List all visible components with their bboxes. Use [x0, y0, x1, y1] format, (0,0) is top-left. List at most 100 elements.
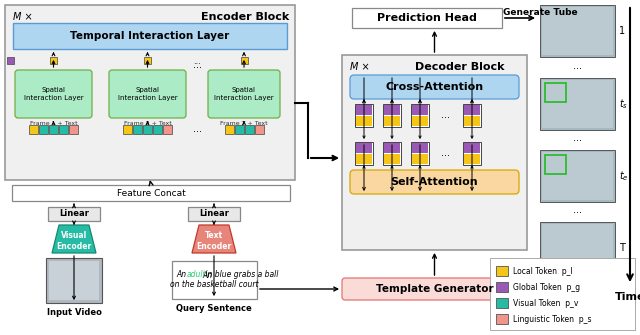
- Bar: [49, 261, 99, 300]
- Bar: [7, 57, 14, 64]
- Text: Prediction Head: Prediction Head: [377, 13, 477, 23]
- Polygon shape: [52, 225, 96, 253]
- FancyBboxPatch shape: [350, 170, 519, 194]
- Bar: [383, 142, 401, 165]
- Text: Visual
Encoder: Visual Encoder: [56, 231, 92, 251]
- Bar: [163, 125, 172, 134]
- Bar: [384, 154, 400, 164]
- Bar: [384, 105, 400, 115]
- Bar: [412, 116, 428, 126]
- Bar: [542, 224, 613, 272]
- Text: Time: Time: [615, 292, 640, 302]
- Text: Decoder Block: Decoder Block: [415, 62, 504, 72]
- Text: Cross-Attention: Cross-Attention: [385, 82, 484, 92]
- Bar: [496, 314, 508, 324]
- Text: Linear: Linear: [199, 209, 229, 218]
- Text: Visual Token  p_v: Visual Token p_v: [513, 298, 579, 308]
- Bar: [59, 125, 68, 134]
- Bar: [540, 5, 615, 57]
- Text: ...: ...: [573, 61, 582, 71]
- Bar: [356, 143, 372, 153]
- Bar: [29, 125, 38, 134]
- Bar: [463, 104, 481, 127]
- Bar: [69, 125, 78, 134]
- Bar: [143, 125, 152, 134]
- Text: ...: ...: [573, 133, 582, 143]
- Bar: [241, 57, 248, 64]
- Text: Feature Concat: Feature Concat: [116, 189, 186, 198]
- Bar: [244, 125, 253, 134]
- Bar: [39, 125, 48, 134]
- Bar: [412, 143, 428, 153]
- Text: Frame T + Text: Frame T + Text: [220, 121, 268, 126]
- Bar: [188, 207, 240, 221]
- Text: Frame 2 + Text: Frame 2 + Text: [124, 121, 172, 126]
- Bar: [542, 7, 613, 55]
- Text: Global Token  p_g: Global Token p_g: [513, 282, 580, 291]
- Bar: [464, 116, 480, 126]
- Text: ...: ...: [442, 110, 451, 120]
- FancyBboxPatch shape: [15, 70, 92, 118]
- Bar: [545, 155, 566, 174]
- Bar: [13, 23, 287, 49]
- Text: ...: ...: [442, 148, 451, 158]
- Text: ...: ...: [193, 60, 202, 70]
- Bar: [412, 105, 428, 115]
- FancyBboxPatch shape: [342, 278, 527, 300]
- Text: on the basketball court: on the basketball court: [170, 280, 259, 289]
- Text: An: An: [202, 271, 214, 280]
- Bar: [540, 78, 615, 130]
- Text: M ×: M ×: [350, 62, 370, 72]
- Bar: [545, 83, 566, 102]
- Bar: [356, 105, 372, 115]
- Bar: [540, 150, 615, 202]
- Text: Spatial
Interaction Layer: Spatial Interaction Layer: [118, 87, 177, 101]
- Bar: [255, 125, 264, 134]
- Text: Input Video: Input Video: [47, 308, 101, 317]
- Bar: [355, 104, 373, 127]
- Text: Linear: Linear: [59, 209, 89, 218]
- Text: Self-Attention: Self-Attention: [390, 177, 478, 187]
- Bar: [542, 152, 613, 200]
- Polygon shape: [192, 225, 236, 253]
- FancyBboxPatch shape: [109, 70, 186, 118]
- Bar: [123, 125, 132, 134]
- FancyBboxPatch shape: [208, 70, 280, 118]
- Text: Frame 1 + Text: Frame 1 + Text: [29, 121, 77, 126]
- Text: $t_{e}$: $t_{e}$: [619, 169, 628, 183]
- Text: Spatial
Interaction Layer: Spatial Interaction Layer: [214, 87, 274, 101]
- Text: Encoder Block: Encoder Block: [201, 12, 289, 22]
- Text: ...: ...: [573, 205, 582, 215]
- Bar: [490, 258, 635, 330]
- Text: adult: adult: [187, 270, 207, 279]
- Bar: [48, 207, 100, 221]
- Text: Spatial
Interaction Layer: Spatial Interaction Layer: [24, 87, 83, 101]
- Bar: [384, 116, 400, 126]
- Bar: [383, 104, 401, 127]
- Text: 1: 1: [619, 26, 625, 36]
- Text: ...: ...: [193, 57, 201, 66]
- Bar: [542, 80, 613, 128]
- Text: Generate Tube: Generate Tube: [502, 8, 577, 17]
- Text: An: An: [176, 270, 189, 279]
- Text: Text
Encoder: Text Encoder: [196, 231, 232, 251]
- Bar: [464, 154, 480, 164]
- Bar: [234, 125, 243, 134]
- Text: Query Sentence: Query Sentence: [176, 304, 252, 313]
- Text: Local Token  p_l: Local Token p_l: [513, 267, 573, 275]
- Bar: [12, 185, 290, 201]
- Bar: [463, 142, 481, 165]
- Bar: [46, 258, 102, 303]
- Bar: [496, 282, 508, 292]
- Bar: [496, 266, 508, 276]
- Bar: [342, 55, 527, 250]
- Bar: [412, 154, 428, 164]
- Bar: [153, 125, 162, 134]
- Bar: [464, 143, 480, 153]
- Text: ...: ...: [193, 125, 202, 134]
- Bar: [356, 154, 372, 164]
- Bar: [50, 57, 57, 64]
- Bar: [5, 5, 295, 180]
- Bar: [172, 261, 257, 299]
- Bar: [356, 116, 372, 126]
